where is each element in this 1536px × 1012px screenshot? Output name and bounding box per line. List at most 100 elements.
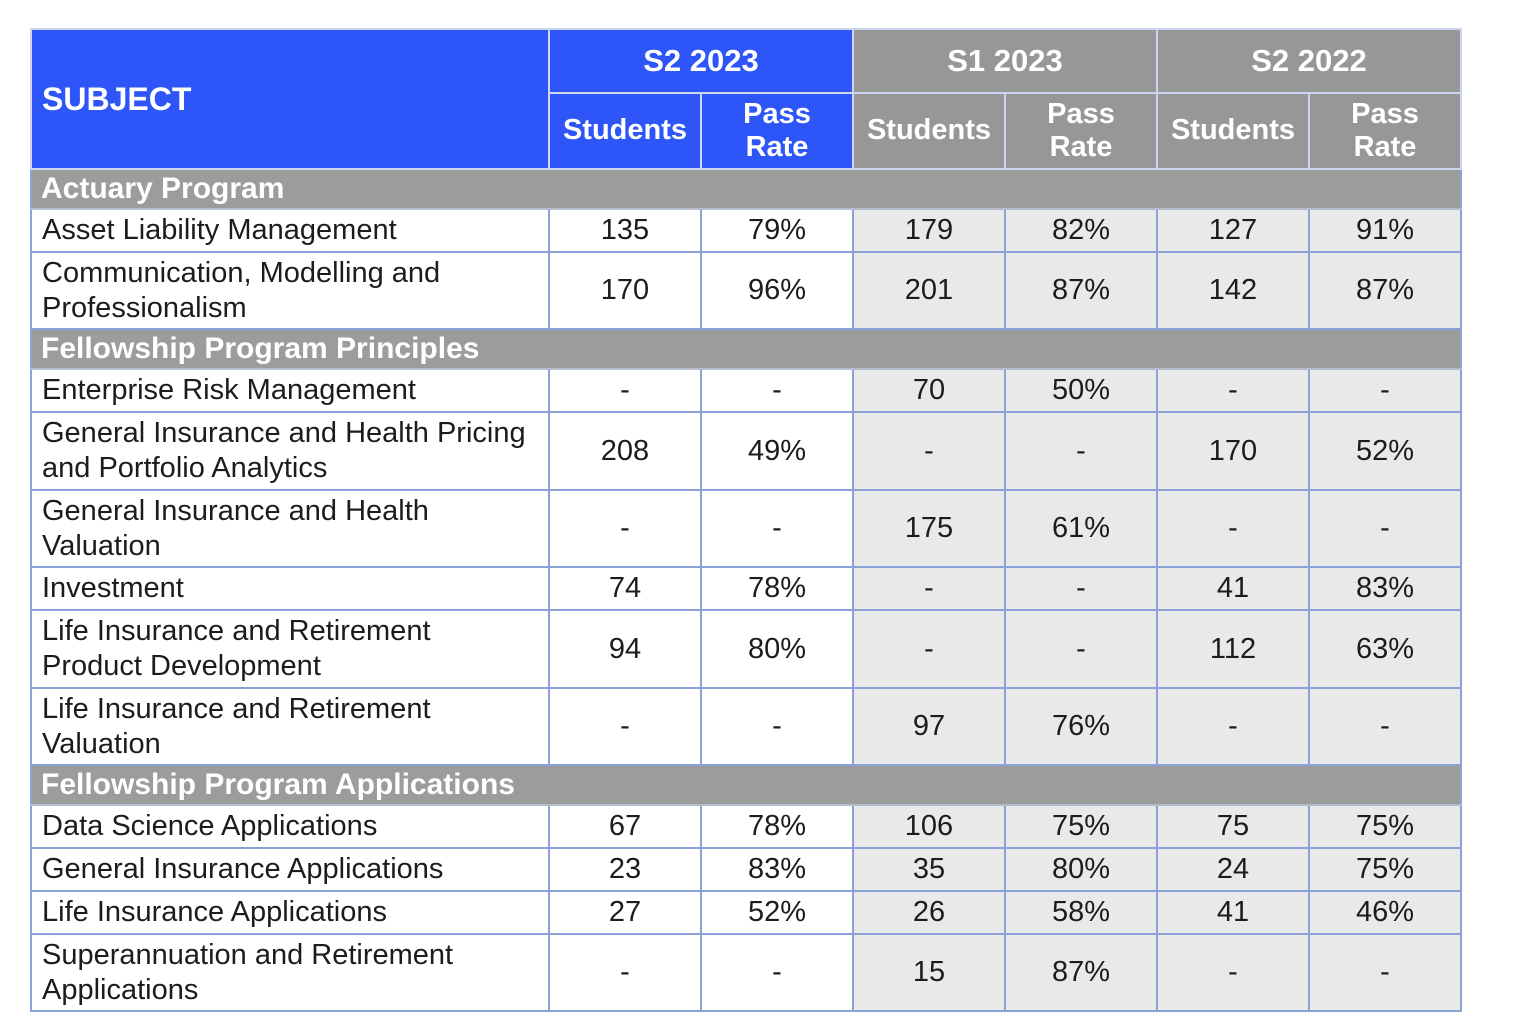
value-cell: 41: [1156, 566, 1310, 612]
data-row: Enterprise Risk Management - -70 50% - -: [30, 368, 1462, 414]
value-cell: 74: [548, 566, 702, 612]
subject-cell: General Insurance Applications: [30, 847, 550, 892]
value-cell: 49%: [700, 411, 854, 491]
value-cell: 58%: [1004, 889, 1158, 935]
subject-cell: Superannuation and Retirement Applicatio…: [30, 932, 550, 1012]
value-cell: 91%: [1308, 208, 1462, 253]
results-table-body: Actuary Program Asset Liability Managemen…: [30, 168, 1462, 1012]
value-cell: 75%: [1308, 847, 1462, 892]
value-cell: 35: [852, 847, 1006, 892]
value-cell: -: [1308, 686, 1462, 767]
value-cell: -: [1308, 932, 1462, 1012]
subject-cell: Data Science Applications: [30, 804, 550, 850]
data-row: General Insurance and Health Valuation - -…: [30, 488, 1462, 569]
value-cell: 61%: [1004, 488, 1158, 569]
value-cell: 208: [548, 411, 702, 491]
data-row: Investment 74 78% - -41 83%: [30, 566, 1462, 612]
value-cell: 78%: [700, 804, 854, 850]
value-cell: 52%: [1308, 411, 1462, 491]
value-cell: 26: [852, 889, 1006, 935]
page: { "chart_data": { "type": "table", "titl…: [30, 28, 1462, 1012]
column-header-students-s2-2023: Students: [548, 92, 702, 170]
subject-cell: Life Insurance and Retirement Valuation: [30, 686, 550, 767]
value-cell: 80%: [700, 609, 854, 689]
subject-cell: Communication, Modelling and Professiona…: [30, 250, 550, 331]
column-header-s2-2023: S2 2023: [548, 28, 854, 94]
value-cell: 70: [852, 368, 1006, 414]
value-cell: 75: [1156, 804, 1310, 850]
data-row: Asset Liability Management 135 79% 179 82% 12…: [30, 208, 1462, 253]
subject-cell: Asset Liability Management: [30, 208, 550, 253]
value-cell: 27: [548, 889, 702, 935]
value-cell: 50%: [1004, 368, 1158, 414]
section-row: Fellowship Program Principles: [30, 328, 1462, 371]
column-header-students-s1-2023: Students: [852, 92, 1006, 170]
value-cell: 75%: [1004, 804, 1158, 850]
value-cell: 82%: [1004, 208, 1158, 253]
value-cell: 23: [548, 847, 702, 892]
data-row: General Insurance and Health Pricing and…: [30, 411, 1462, 491]
value-cell: 75%: [1308, 804, 1462, 850]
header-row-periods: SUBJECT S2 2023 S1 2023 S2 2022: [30, 28, 1462, 170]
value-cell: 76%: [1004, 686, 1158, 767]
value-cell: -: [700, 932, 854, 1012]
value-cell: 79%: [700, 208, 854, 253]
value-cell: 67: [548, 804, 702, 850]
value-cell: -: [1156, 488, 1310, 569]
value-cell: 135: [548, 208, 702, 253]
section-title: Fellowship Program Applications: [30, 764, 1462, 807]
value-cell: 41: [1156, 889, 1310, 935]
results-table: SUBJECT S2 2023 S1 2023 S2 2022 Students…: [30, 28, 1462, 1012]
value-cell: -: [852, 609, 1006, 689]
data-row: General Insurance Applications 23 83% 35 80%…: [30, 847, 1462, 892]
value-cell: -: [852, 411, 1006, 491]
column-header-pass-rate-s1-2023: Pass Rate: [1004, 92, 1158, 170]
subject-cell: Life Insurance and Retirement Product De…: [30, 609, 550, 689]
value-cell: 78%: [700, 566, 854, 612]
value-cell: -: [1004, 566, 1158, 612]
subject-cell: Enterprise Risk Management: [30, 368, 550, 414]
value-cell: 170: [548, 250, 702, 331]
subject-cell: General Insurance and Health Pricing and…: [30, 411, 550, 491]
section-title: Actuary Program: [30, 168, 1462, 210]
value-cell: 112: [1156, 609, 1310, 689]
results-table-header: SUBJECT S2 2023 S1 2023 S2 2022 Students…: [30, 28, 1462, 170]
subject-cell: General Insurance and Health Valuation: [30, 488, 550, 569]
value-cell: 142: [1156, 250, 1310, 331]
value-cell: 87%: [1004, 250, 1158, 331]
value-cell: -: [548, 488, 702, 569]
value-cell: 96%: [700, 250, 854, 331]
results-table-container: SUBJECT S2 2023 S1 2023 S2 2022 Students…: [30, 28, 1462, 1012]
data-row: Life Insurance Applications 27 52% 26 58% 41 4…: [30, 889, 1462, 935]
value-cell: -: [700, 368, 854, 414]
value-cell: 201: [852, 250, 1006, 331]
column-header-pass-rate-s2-2022: Pass Rate: [1308, 92, 1462, 170]
value-cell: 63%: [1308, 609, 1462, 689]
value-cell: 94: [548, 609, 702, 689]
value-cell: -: [548, 932, 702, 1012]
section-row: Actuary Program: [30, 168, 1462, 210]
value-cell: 97: [852, 686, 1006, 767]
column-header-s1-2023: S1 2023: [852, 28, 1158, 94]
value-cell: -: [1156, 932, 1310, 1012]
column-header-s2-2022: S2 2022: [1156, 28, 1462, 94]
value-cell: -: [1308, 368, 1462, 414]
value-cell: -: [1156, 686, 1310, 767]
section-title: Fellowship Program Principles: [30, 328, 1462, 371]
value-cell: -: [852, 566, 1006, 612]
value-cell: 179: [852, 208, 1006, 253]
value-cell: -: [700, 488, 854, 569]
value-cell: 87%: [1308, 250, 1462, 331]
value-cell: -: [548, 368, 702, 414]
column-header-students-s2-2022: Students: [1156, 92, 1310, 170]
value-cell: 83%: [700, 847, 854, 892]
value-cell: 15: [852, 932, 1006, 1012]
data-row: Superannuation and Retirement Applicatio…: [30, 932, 1462, 1012]
data-row: Life Insurance and Retirement Valuation -…: [30, 686, 1462, 767]
value-cell: 52%: [700, 889, 854, 935]
value-cell: -: [1004, 609, 1158, 689]
column-header-subject: SUBJECT: [30, 28, 550, 170]
value-cell: 127: [1156, 208, 1310, 253]
value-cell: 106: [852, 804, 1006, 850]
subject-cell: Life Insurance Applications: [30, 889, 550, 935]
